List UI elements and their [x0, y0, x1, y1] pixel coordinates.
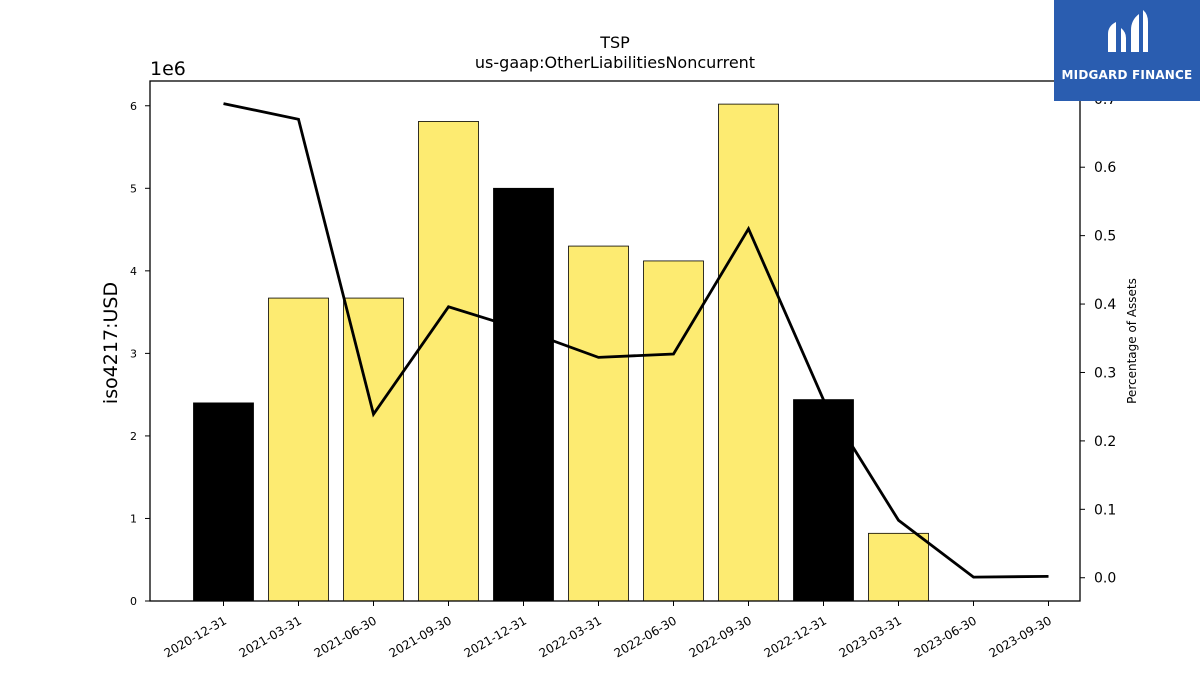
bars: [193, 103, 929, 602]
y2-tick-label: 0.6: [1094, 160, 1116, 176]
x-tick-label: 2022-12-31: [762, 613, 829, 660]
y2-tick-label: 0.5: [1094, 229, 1116, 245]
midgard-logo-icon: [1108, 10, 1148, 52]
x-tick-label: 2023-06-30: [912, 613, 979, 660]
midgard-finance-logo: MIDGARD FINANCE: [1054, 0, 1200, 101]
y-tick-label: 1: [130, 512, 137, 525]
x-tick-label: 2023-03-31: [837, 613, 904, 660]
x-tick-label: 2021-12-31: [462, 613, 529, 660]
bar-2022-12-31: [793, 399, 854, 602]
percentage-line: [223, 102, 1049, 579]
plot-frame: [149, 80, 1081, 602]
x-tick-label: 2022-06-30: [612, 613, 679, 660]
y-multiplier: 1e6: [150, 58, 186, 80]
bar-2021-12-31: [493, 187, 554, 602]
x-tick-label: 2022-03-31: [537, 613, 604, 660]
y2-tick-label: 0.1: [1094, 502, 1116, 518]
y-tick-label: 0: [130, 595, 137, 608]
logo-text: MIDGARD FINANCE: [1061, 68, 1193, 82]
bar-2021-09-30: [418, 121, 479, 602]
y-tick-label: 4: [130, 265, 137, 278]
bar-2020-12-31: [193, 402, 254, 602]
bar-2022-09-30: [718, 103, 779, 602]
y-tick-label: 5: [130, 182, 137, 195]
bar-2023-03-31: [868, 532, 929, 602]
y2-tick-label: 0.3: [1094, 365, 1116, 381]
x-tick-label: 2021-09-30: [387, 613, 454, 660]
y2-axis-label: Percentage of Assets: [1125, 278, 1139, 404]
y-tick-label: 6: [130, 100, 137, 113]
y-tick-label: 3: [130, 347, 137, 360]
bar-2021-03-31: [268, 297, 329, 602]
x-tick-label: 2020-12-31: [162, 613, 229, 660]
chart-title: TSP: [599, 33, 630, 52]
x-tick-label: 2023-09-30: [987, 613, 1054, 660]
bar-2022-03-31: [568, 245, 629, 602]
x-tick-label: 2022-09-30: [687, 613, 754, 660]
y-tick-label: 2: [130, 430, 137, 443]
y2-tick-label: 0.4: [1094, 297, 1116, 313]
y2-tick-label: 0.2: [1094, 434, 1116, 450]
x-tick-label: 2021-06-30: [312, 613, 379, 660]
bar-2022-06-30: [643, 260, 704, 602]
y-axis-label: iso4217:USD: [100, 282, 122, 404]
asset-percentage-line: [223, 102, 1049, 579]
x-tick-label: 2021-03-31: [237, 613, 304, 660]
y2-tick-label: 0.0: [1094, 571, 1116, 587]
bar-2021-06-30: [343, 297, 404, 602]
chart-subtitle: us-gaap:OtherLiabilitiesNoncurrent: [475, 53, 755, 72]
